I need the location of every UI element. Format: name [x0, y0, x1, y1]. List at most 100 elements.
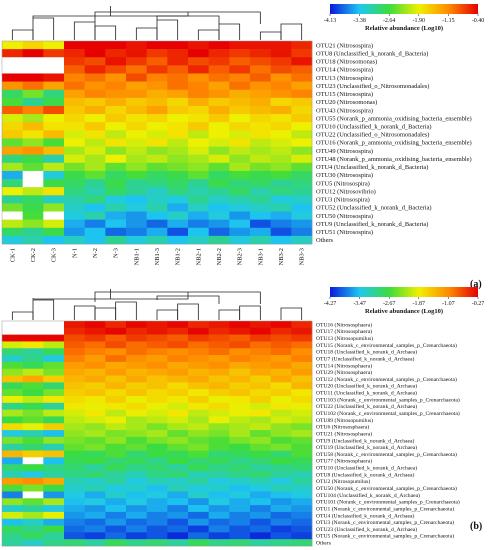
heatmap-cell — [43, 187, 65, 196]
heatmap-cell — [229, 430, 251, 438]
heatmap-cell — [43, 402, 65, 410]
heatmap-cell — [167, 179, 189, 188]
heatmap-cell — [126, 477, 147, 485]
heatmap-cell — [291, 114, 313, 123]
heatmap-cell — [2, 114, 23, 123]
heatmap-cell — [84, 402, 106, 410]
heatmap-cell — [105, 518, 127, 526]
heatmap-cell — [250, 227, 271, 237]
heatmap-cell — [126, 436, 147, 445]
heatmap-cell — [2, 409, 23, 417]
heatmap-cell — [188, 219, 209, 229]
heatmap-cell — [146, 235, 168, 245]
heatmap-cell — [146, 179, 168, 188]
heatmap-cell — [229, 219, 251, 229]
heatmap-cell — [22, 162, 44, 172]
legend-tick-label: -1.15 — [442, 18, 455, 24]
heatmap-cell — [22, 457, 44, 465]
heatmap-cell — [250, 89, 271, 99]
row-label: OTU51 (Nitrosospira) — [316, 229, 373, 236]
heatmap-cell — [291, 511, 313, 520]
heatmap-cell — [167, 211, 189, 220]
row-label: OTU9 (Unclassified_k_norank_d_Archaea) — [316, 437, 414, 444]
heatmap-cell — [229, 355, 251, 363]
heatmap-cell — [2, 235, 23, 245]
heatmap-cell — [188, 146, 209, 155]
heatmap-cell — [64, 430, 85, 438]
heatmap-cell — [167, 525, 189, 533]
heatmap-cell — [229, 170, 251, 180]
row-label: Others — [316, 541, 331, 547]
heatmap-cell — [84, 518, 106, 526]
heatmap-cell — [229, 443, 251, 451]
heatmap-cell — [22, 138, 44, 147]
row-label: OTU12 (Norank_c_environmental_samples_p_… — [316, 376, 457, 383]
heatmap-cell — [208, 409, 230, 417]
heatmap-cell — [188, 505, 209, 513]
heatmap-cell — [126, 327, 147, 335]
heatmap-cell — [64, 154, 85, 164]
heatmap-cell — [22, 491, 44, 499]
heatmap-cell — [270, 423, 292, 431]
heatmap-cell — [167, 498, 189, 506]
row-label: OTU7 (Unclassified_k_norank_d_Archaea) — [316, 355, 414, 362]
heatmap-cell — [270, 471, 292, 479]
heatmap-cell — [2, 97, 23, 107]
heatmap-cell — [229, 525, 251, 533]
heatmap-cell — [43, 518, 65, 526]
heatmap-cell — [208, 505, 230, 513]
heatmap-cell — [270, 491, 292, 499]
heatmap-cell — [229, 89, 251, 99]
heatmap-cell — [64, 130, 85, 139]
heatmap-cell — [167, 464, 189, 472]
column-label: NB2-1 — [195, 248, 202, 265]
heatmap-cell — [250, 511, 271, 520]
heatmap-cell — [167, 122, 189, 131]
heatmap-cell — [291, 430, 313, 438]
heatmap-cell — [208, 355, 230, 363]
heatmap-cell — [270, 484, 292, 492]
heatmap-cell — [84, 49, 106, 58]
heatmap-cell — [43, 73, 65, 82]
heatmap-cell — [2, 219, 23, 229]
heatmap-cell — [43, 396, 65, 404]
row-label: OTU20 (Unclassified_k_norank_d_Archaea) — [316, 383, 417, 390]
heatmap-cell — [2, 532, 23, 540]
heatmap-cell — [126, 49, 147, 58]
heatmap-cell — [270, 97, 292, 107]
heatmap-cell — [64, 491, 85, 499]
heatmap-cell — [2, 464, 23, 472]
heatmap-cell — [2, 375, 23, 383]
heatmap-cell — [250, 334, 271, 342]
heatmap-cell — [167, 162, 189, 172]
heatmap-cell — [250, 41, 271, 50]
dendrogram-link — [218, 309, 241, 320]
heatmap-cell — [43, 368, 65, 376]
heatmap-cell — [2, 195, 23, 204]
heatmap-cell — [167, 327, 189, 335]
heatmap-cell — [188, 179, 209, 188]
heatmap-cell — [188, 321, 209, 329]
heatmap-cell — [126, 532, 147, 540]
heatmap-cell — [250, 170, 271, 180]
heatmap-cell — [250, 114, 271, 123]
heatmap-cell — [105, 81, 127, 91]
heatmap-cell — [291, 138, 313, 147]
color-legend: -4.13 -3.38 -2.64 -1.90 -1.15 -0.40 Relative a… — [324, 4, 484, 32]
heatmap-cell — [105, 368, 127, 376]
heatmap-cell — [291, 450, 313, 458]
heatmap-cell — [146, 73, 168, 82]
heatmap-cell — [270, 105, 292, 115]
heatmap-cell — [126, 341, 147, 349]
heatmap-cell — [167, 436, 189, 445]
heatmap-cell — [188, 114, 209, 123]
dendrogram-link — [32, 17, 55, 40]
heatmap-cell — [2, 162, 23, 172]
heatmap-cell — [43, 321, 65, 329]
heatmap-cell — [270, 341, 292, 349]
heatmap-cell — [84, 81, 106, 91]
heatmap-cell — [208, 402, 230, 410]
heatmap-cell — [105, 89, 127, 99]
heatmap-cell — [2, 89, 23, 99]
heatmap-cell — [188, 443, 209, 451]
